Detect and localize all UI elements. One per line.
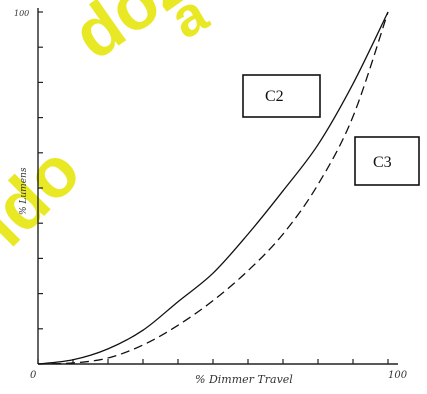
series-c2-line <box>37 11 389 365</box>
x-tick-label-end: 100 <box>388 370 408 381</box>
legend-c3-box <box>354 136 420 186</box>
x-tick-label-start: 0 <box>30 370 37 381</box>
legend-c3: C3 <box>354 136 420 186</box>
x-axis-label: % Dimmer Travel <box>195 373 293 386</box>
axes <box>37 8 398 365</box>
legend-c3-label: C3 <box>373 154 392 171</box>
legend-c2-label: C2 <box>265 88 284 105</box>
legend-c2: C2 <box>242 74 321 118</box>
y-ticks <box>38 11 43 365</box>
series-c3-line <box>37 11 389 365</box>
y-axis-label: % Lumens <box>19 167 29 215</box>
y-tick-label-end: 100 <box>14 9 29 18</box>
watermark-logo: doZ ldo a <box>0 0 218 261</box>
legend-c2-box <box>242 74 321 118</box>
x-ticks <box>37 359 389 364</box>
svg-text:ldo: ldo <box>0 131 95 260</box>
